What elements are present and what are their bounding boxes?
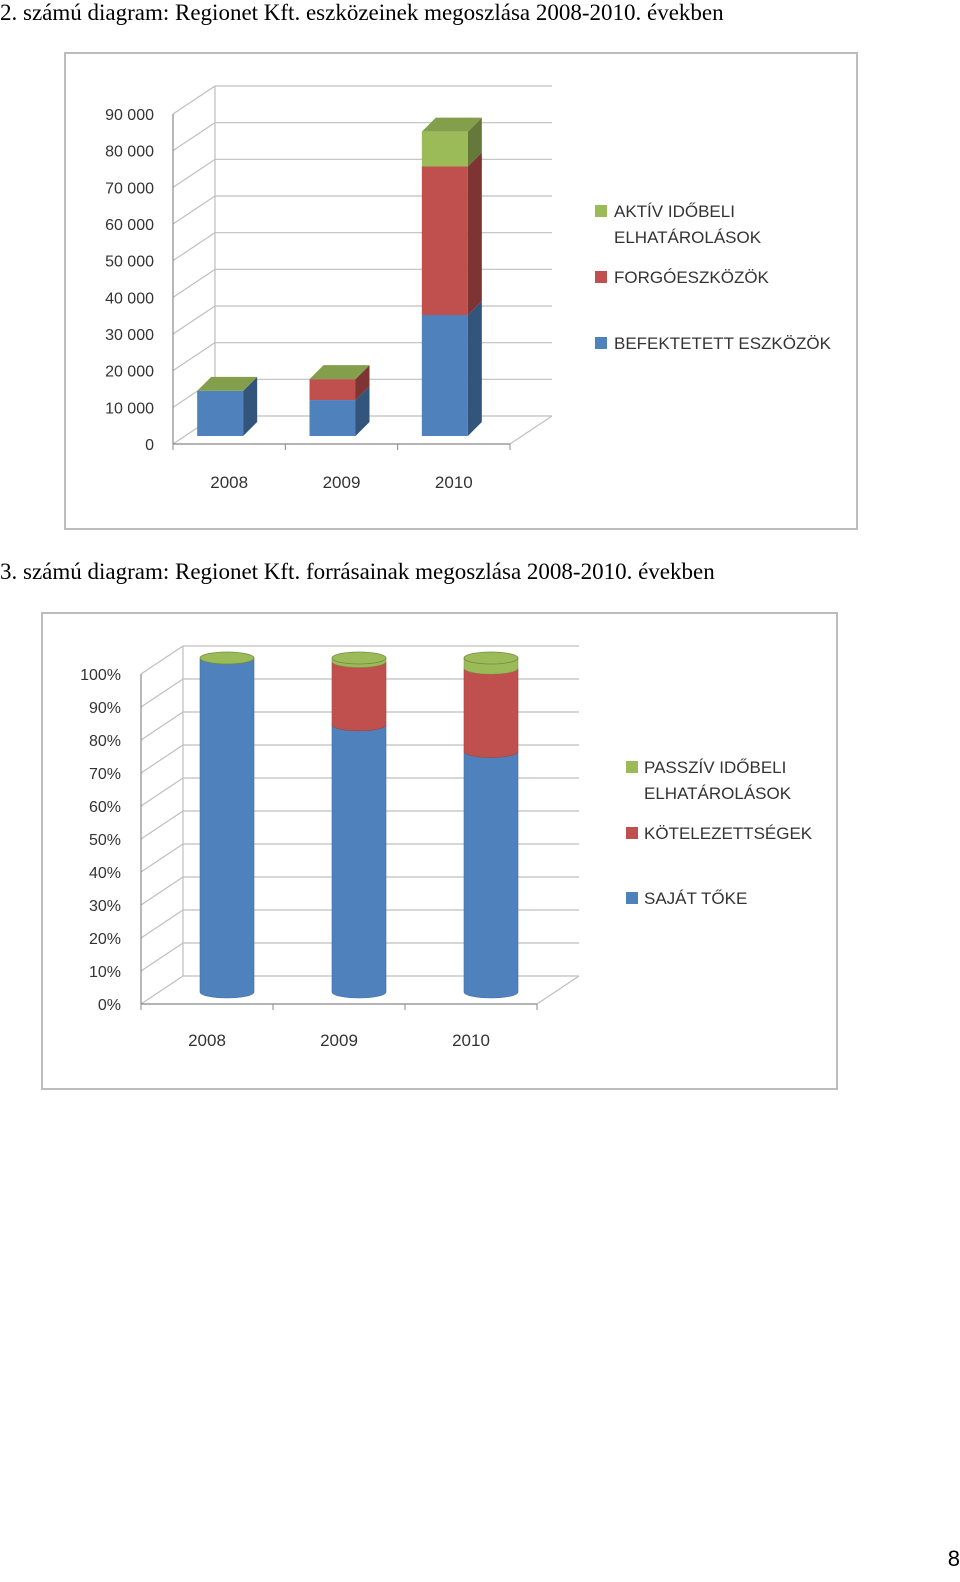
- floor-edge: [536, 975, 580, 1005]
- liabilities-chart-frame: 0% 10% 20% 30% 40% 50% 60% 70% 80% 90% 100% 2008 2…: [41, 612, 838, 1090]
- cylinder-top: [199, 651, 255, 665]
- gridline-side: [172, 232, 216, 262]
- y-tick-label: 90%: [89, 700, 121, 717]
- legend: PASSZÍV IDŐBELI ELHATÁROLÁSOK KÖTELEZETT…: [626, 758, 813, 908]
- gridline-side: [140, 942, 184, 972]
- bar-side: [355, 386, 370, 436]
- legend-label: FORGÓESZKÖZÖK: [614, 268, 770, 287]
- y-tick-label: 10%: [89, 964, 121, 981]
- liabilities-chart: 0% 10% 20% 30% 40% 50% 60% 70% 80% 90% 100% 2008 2…: [80, 645, 813, 1050]
- y-tick-label: 60 000: [105, 217, 154, 234]
- assets-chart-frame: 0 10 000 20 000 30 000 40 000 50 000 60 000 70 …: [64, 52, 858, 530]
- bar-front: [309, 379, 356, 401]
- y-tick-label: 80 000: [105, 144, 154, 161]
- gridline-side: [140, 975, 184, 1005]
- x-tick-label: 2009: [320, 1031, 358, 1050]
- y-tick-label: 40 000: [105, 290, 154, 307]
- gridline-side: [140, 645, 184, 675]
- y-tick-label: 90 000: [105, 107, 154, 124]
- legend-label: BEFEKTETETT ESZKÖZÖK: [614, 334, 832, 353]
- legend-label: KÖTELEZETTSÉGEK: [644, 824, 813, 843]
- y-tick-label: 30 000: [105, 327, 154, 344]
- y-tick-label: 70 000: [105, 180, 154, 197]
- gridline-side: [140, 909, 184, 939]
- gridline-side: [172, 305, 216, 335]
- gridline-side: [172, 342, 216, 372]
- gridline-side: [140, 876, 184, 906]
- y-tick-label: 100%: [80, 667, 121, 684]
- y-tick-label: 0: [145, 437, 154, 454]
- y-tick-label: 80%: [89, 733, 121, 750]
- gridline-side: [140, 678, 184, 708]
- floor-edge: [509, 415, 553, 445]
- x-tick-label: 2008: [210, 473, 248, 492]
- bar-side: [355, 365, 370, 401]
- bar-side: [243, 376, 258, 436]
- gridline-side: [172, 158, 216, 188]
- cylinder-segment: [331, 661, 387, 732]
- legend-label: SAJÁT TŐKE: [644, 889, 747, 908]
- bar-top: [421, 117, 482, 132]
- cylinder-top: [331, 651, 387, 665]
- assets-chart: 0 10 000 20 000 30 000 40 000 50 000 60 000 70 …: [105, 85, 832, 492]
- legend: AKTÍV IDŐBELI ELHATÁROLÁSOK FORGÓESZKÖZÖ…: [595, 202, 832, 353]
- bar-front: [421, 315, 468, 436]
- bar-top: [197, 376, 258, 391]
- legend-label: AKTÍV IDŐBELI: [614, 202, 735, 221]
- chart-1-caption: 2. számú diagram: Regionet Kft. eszközei…: [0, 0, 724, 25]
- x-tick-label: 2009: [323, 473, 361, 492]
- legend-swatch-green: [595, 205, 607, 217]
- chart-2-caption: 3. számú diagram: Regionet Kft. forrásai…: [0, 559, 715, 584]
- legend-label: PASSZÍV IDŐBELI: [644, 758, 786, 777]
- cylinder-top: [463, 651, 519, 665]
- gridline-side: [140, 744, 184, 774]
- legend-swatch-blue: [626, 892, 638, 904]
- legend-label: ELHATÁROLÁSOK: [614, 228, 762, 247]
- bar-top: [309, 365, 370, 380]
- legend-swatch-red: [595, 271, 607, 283]
- y-tick-label: 50%: [89, 832, 121, 849]
- cylinder-segment: [331, 724, 387, 999]
- y-tick-label: 50 000: [105, 254, 154, 271]
- y-tick-label: 60%: [89, 799, 121, 816]
- y-tick-label: 0%: [98, 997, 121, 1014]
- x-tick-label: 2010: [452, 1031, 490, 1050]
- bar-side: [467, 152, 482, 315]
- bar-side: [467, 117, 482, 167]
- bar-front: [421, 131, 468, 167]
- y-tick-label: 40%: [89, 865, 121, 882]
- bar-front: [421, 166, 468, 315]
- gridline-side: [140, 711, 184, 741]
- y-tick-label: 20%: [89, 931, 121, 948]
- legend-swatch-green: [626, 761, 638, 773]
- legend-swatch-blue: [595, 337, 607, 349]
- legend-label: ELHATÁROLÁSOK: [644, 784, 792, 803]
- y-tick-label: 20 000: [105, 364, 154, 381]
- bar-front: [197, 390, 244, 436]
- page-number: 8: [947, 1546, 960, 1571]
- gridline-side: [172, 85, 216, 115]
- cylinder-segment: [199, 657, 255, 999]
- cylinder-segment: [463, 751, 519, 999]
- gridline-side: [140, 777, 184, 807]
- cylinder-segment: [463, 667, 519, 758]
- y-tick-label: 30%: [89, 898, 121, 915]
- x-tick-label: 2010: [435, 473, 473, 492]
- gridline-side: [140, 843, 184, 873]
- x-tick-label: 2008: [188, 1031, 226, 1050]
- gridline-side: [172, 195, 216, 225]
- gridline-side: [172, 268, 216, 298]
- gridline-side: [172, 122, 216, 152]
- gridline-side: [140, 810, 184, 840]
- legend-swatch-red: [626, 827, 638, 839]
- y-tick-label: 10 000: [105, 400, 154, 417]
- bar-side: [467, 301, 482, 436]
- bar-front: [309, 400, 356, 436]
- y-tick-label: 70%: [89, 766, 121, 783]
